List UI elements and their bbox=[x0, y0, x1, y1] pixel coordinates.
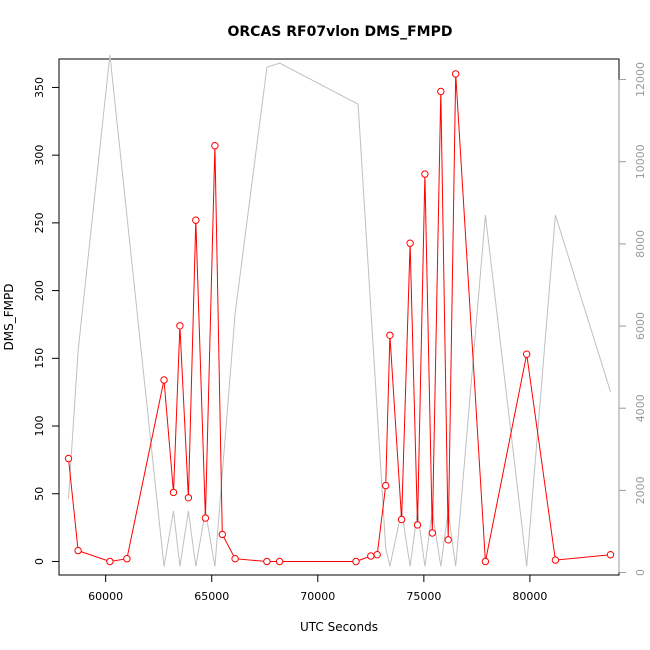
data-point bbox=[192, 216, 200, 224]
y-tick-label: 250 bbox=[33, 212, 46, 233]
y-right-tick-label: 0 bbox=[634, 569, 647, 576]
data-point bbox=[437, 87, 445, 96]
x-axis-label: UTC Seconds bbox=[300, 620, 378, 634]
x-axis: 60000 65000 70000 75000 80000 bbox=[88, 574, 547, 603]
data-point bbox=[373, 551, 381, 559]
data-point bbox=[263, 557, 271, 566]
y-right-tick-label: 2000 bbox=[634, 476, 647, 504]
data-point bbox=[523, 350, 531, 358]
data-point bbox=[160, 376, 168, 384]
y-tick-label: 150 bbox=[33, 348, 46, 369]
data-point bbox=[397, 515, 406, 524]
data-point bbox=[428, 529, 436, 537]
data-point bbox=[352, 557, 360, 566]
data-point bbox=[452, 70, 460, 78]
data-point bbox=[176, 322, 184, 330]
x-tick-label: 60000 bbox=[88, 590, 123, 603]
data-point bbox=[106, 557, 114, 566]
y-tick-label: 0 bbox=[33, 558, 46, 565]
right-series-layer bbox=[68, 54, 611, 567]
data-point bbox=[606, 551, 615, 559]
data-point bbox=[211, 142, 219, 150]
y-right-tick-label: 4000 bbox=[634, 394, 647, 422]
y-axis-label: DMS_FMPD bbox=[2, 284, 16, 351]
left-series-layer bbox=[64, 70, 615, 566]
chart-title: ORCAS RF07vlon DMS_FMPD bbox=[228, 24, 453, 40]
y-right-tick-label: 8000 bbox=[634, 230, 647, 258]
data-point bbox=[184, 494, 193, 502]
x-tick-label: 65000 bbox=[194, 590, 229, 603]
data-point bbox=[421, 170, 429, 178]
series-left bbox=[64, 70, 615, 566]
series-line-left bbox=[68, 73, 611, 563]
data-point bbox=[74, 546, 82, 555]
data-point bbox=[551, 556, 560, 564]
y-tick-label: 50 bbox=[33, 487, 46, 501]
x-tick-label: 75000 bbox=[406, 590, 441, 603]
y-tick-label: 200 bbox=[33, 280, 46, 301]
y-axis-right: 0 2000 4000 6000 8000 10000 12000 bbox=[618, 62, 647, 576]
x-tick-label: 70000 bbox=[300, 590, 335, 603]
y-right-tick-label: 6000 bbox=[634, 312, 647, 340]
data-point bbox=[406, 239, 414, 247]
data-point bbox=[231, 555, 239, 563]
plot-frame bbox=[58, 58, 620, 576]
data-point bbox=[382, 481, 390, 490]
y-tick-label: 100 bbox=[33, 416, 46, 437]
data-point bbox=[481, 557, 490, 566]
data-point bbox=[201, 514, 210, 522]
y-right-tick-label: 12000 bbox=[634, 62, 647, 97]
series-line-right bbox=[68, 54, 611, 567]
data-point bbox=[218, 530, 227, 539]
data-point bbox=[413, 521, 422, 529]
data-point bbox=[367, 552, 375, 560]
y-tick-label: 300 bbox=[33, 145, 46, 166]
series-right bbox=[68, 54, 611, 567]
data-point bbox=[169, 488, 178, 497]
y-axis: 0 50 100 150 200 250 300 350 bbox=[33, 77, 60, 565]
data-point bbox=[275, 557, 284, 566]
x-tick-label: 80000 bbox=[512, 590, 547, 603]
y-right-tick-label: 10000 bbox=[634, 144, 647, 179]
y-tick-label: 350 bbox=[33, 77, 46, 98]
data-point bbox=[386, 331, 394, 339]
data-point bbox=[123, 555, 131, 563]
data-point bbox=[444, 536, 452, 544]
data-point bbox=[64, 454, 73, 463]
